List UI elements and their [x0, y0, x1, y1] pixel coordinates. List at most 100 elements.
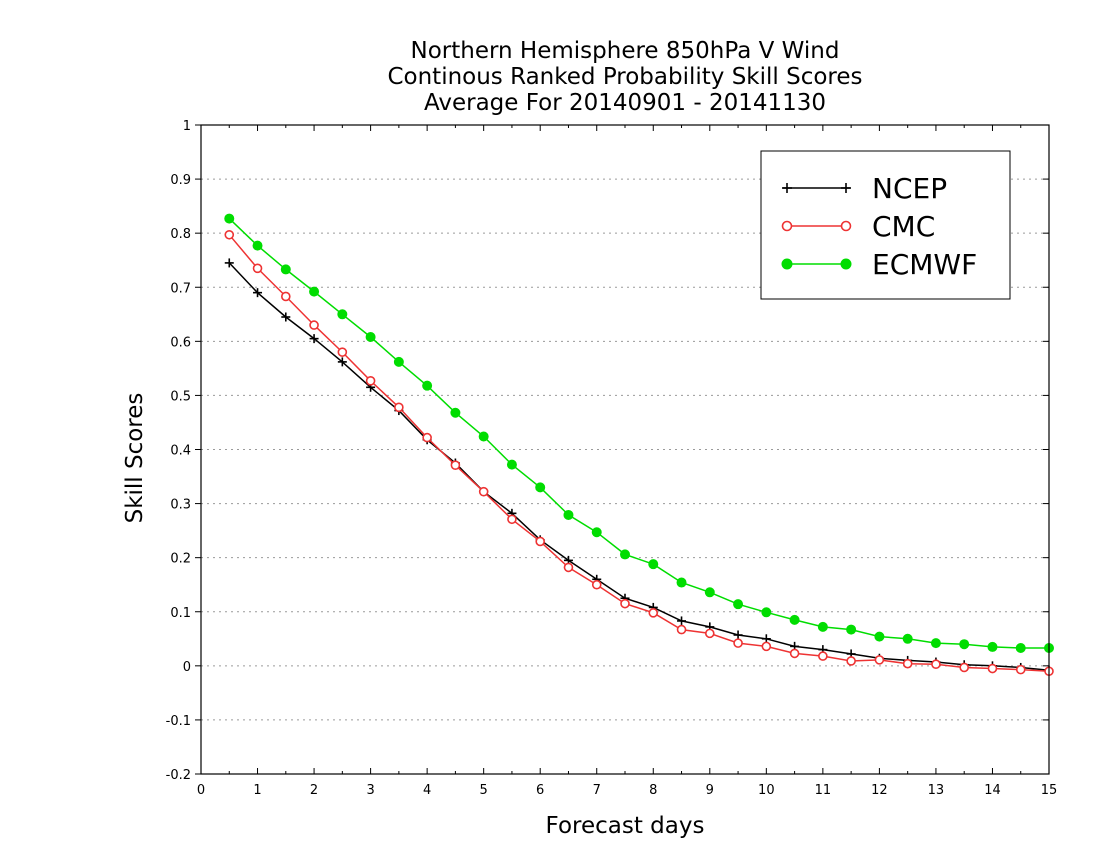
y-tick-label: 0.7 [170, 281, 191, 296]
chart-title: Northern Hemisphere 850hPa V Wind Contin… [387, 38, 862, 116]
series-cmc [224, 229, 1054, 677]
legend-label-ncep: NCEP [872, 172, 947, 205]
data-point-ecmwf [506, 459, 517, 470]
data-point-ecmwf [252, 240, 263, 251]
data-point-cmc [874, 655, 885, 665]
data-point-cmc [224, 229, 235, 240]
data-point-cmc [450, 460, 461, 470]
y-tick-label: -0.2 [166, 768, 191, 783]
legend-marker-ecmwf [840, 258, 852, 270]
x-tick-label: 15 [1041, 783, 1058, 798]
y-tick-label: 0.6 [170, 335, 191, 350]
y-tick-label: 0 [183, 660, 191, 675]
y-tick-label: 1 [183, 119, 191, 134]
data-point-ecmwf [676, 577, 687, 588]
x-tick-label: 5 [480, 783, 488, 798]
legend-item-cmc: CMC [781, 210, 935, 243]
x-tick-label: 9 [706, 783, 714, 798]
data-point-ecmwf [393, 356, 404, 367]
data-point-cmc [676, 624, 687, 635]
data-point-ecmwf [987, 641, 998, 652]
data-point-cmc [252, 263, 263, 274]
series-ecmwf [224, 213, 1054, 653]
legend-marker-ecmwf [781, 258, 793, 270]
data-point-ncep [733, 630, 743, 640]
x-tick-label: 2 [310, 783, 318, 798]
data-point-cmc [818, 651, 828, 661]
x-tick-label: 14 [984, 783, 1001, 798]
data-point-cmc [591, 579, 602, 590]
data-point-ecmwf [846, 624, 857, 635]
data-point-cmc [1015, 664, 1026, 675]
data-point-cmc [733, 638, 743, 648]
x-tick-label: 6 [536, 783, 544, 798]
data-point-cmc [846, 656, 856, 666]
y-tick-label: 0.5 [170, 389, 191, 404]
data-point-ecmwf [733, 599, 744, 610]
y-tick-label: 0.2 [170, 552, 191, 567]
data-point-ecmwf [450, 407, 461, 418]
data-point-cmc [789, 648, 800, 659]
data-point-cmc [478, 486, 489, 497]
x-tick-label: 1 [253, 783, 261, 798]
data-point-ecmwf [478, 431, 489, 442]
y-tick-label: 0.8 [170, 227, 191, 242]
data-point-cmc [761, 641, 772, 652]
x-axis-ticks: 0 1 2 3 4 5 6 7 8 9 10 11 12 13 14 15 [197, 125, 1057, 798]
y-tick-label: 0.9 [170, 173, 191, 188]
legend-items: NCEP CMC ECMWF [781, 172, 977, 281]
legend-item-ncep: NCEP [782, 172, 947, 205]
data-point-ecmwf [902, 633, 913, 644]
x-tick-label: 4 [423, 783, 431, 798]
legend-marker-ncep [841, 183, 851, 193]
data-point-ecmwf [959, 639, 970, 650]
data-point-cmc [620, 598, 630, 609]
data-point-cmc [902, 658, 913, 669]
data-point-cmc [704, 628, 715, 639]
data-point-ecmwf [535, 482, 546, 493]
legend: NCEP CMC ECMWF [760, 150, 1011, 300]
data-point-cmc [422, 432, 432, 443]
data-point-ecmwf [761, 607, 772, 618]
data-point-ecmwf [789, 614, 800, 625]
y-tick-label: 0.1 [170, 606, 191, 621]
y-tick-label: -0.1 [166, 714, 191, 729]
data-point-ncep [309, 334, 319, 344]
chart-title-line-1: Northern Hemisphere 850hPa V Wind [411, 38, 840, 64]
data-point-ncep [337, 357, 347, 367]
legend-label-ecmwf: ECMWF [872, 248, 977, 281]
y-tick-label: 0.4 [170, 444, 191, 459]
x-tick-label: 10 [758, 783, 775, 798]
data-point-ecmwf [930, 638, 941, 649]
data-point-ecmwf [365, 332, 376, 343]
data-point-ncep [253, 288, 263, 298]
series-line-ncep [228, 262, 1050, 671]
x-tick-label: 13 [928, 783, 945, 798]
y-tick-label: 0.3 [170, 498, 191, 513]
data-point-cmc [959, 662, 970, 673]
data-point-ecmwf [337, 309, 348, 320]
chart-title-line-3: Average For 20140901 - 20141130 [424, 90, 826, 116]
data-point-ncep [281, 312, 291, 322]
data-point-ecmwf [280, 264, 291, 275]
legend-item-ecmwf: ECMWF [781, 248, 977, 281]
x-tick-label: 12 [871, 783, 888, 798]
data-point-cmc [280, 291, 291, 302]
data-point-ecmwf [224, 213, 235, 224]
series-line-cmc [228, 234, 1050, 672]
data-point-ncep [677, 616, 687, 626]
x-tick-label: 11 [815, 783, 832, 798]
x-tick-label: 8 [649, 783, 657, 798]
data-point-cmc [535, 536, 546, 547]
data-point-ecmwf [591, 527, 602, 538]
legend-label-cmc: CMC [872, 210, 935, 243]
x-tick-label: 0 [197, 783, 205, 798]
data-point-cmc [365, 376, 376, 386]
data-point-cmc [563, 562, 574, 573]
series-layer [224, 213, 1054, 677]
y-axis-label: Skill Scores [122, 393, 148, 524]
data-point-cmc [337, 347, 348, 357]
legend-marker-ncep [782, 183, 792, 193]
data-point-cmc [648, 608, 659, 618]
data-point-ecmwf [1015, 642, 1026, 653]
